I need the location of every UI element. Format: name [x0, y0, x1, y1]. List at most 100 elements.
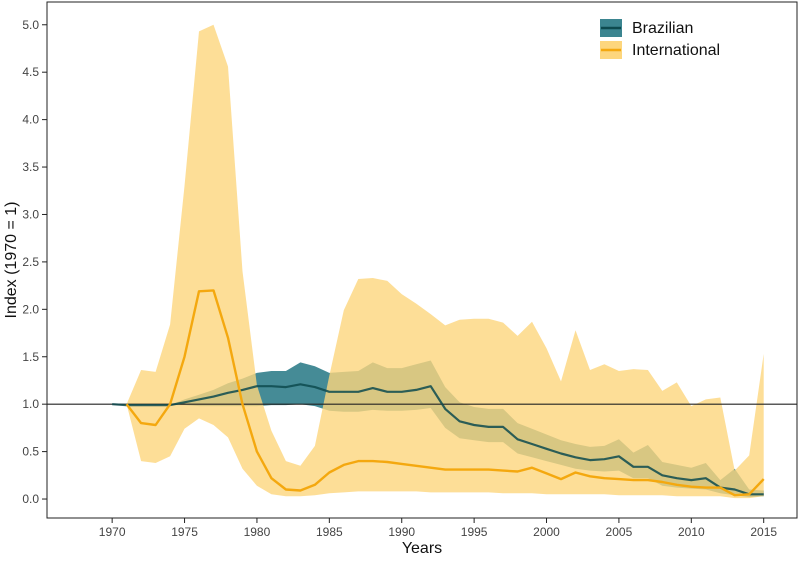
line-international — [125, 289, 765, 497]
y-tick-label: 2.0 — [22, 302, 39, 316]
data-point-brazilian-1988 — [372, 387, 374, 389]
data-point-brazilian-2009 — [676, 477, 678, 479]
x-tick-label: 1985 — [316, 525, 343, 539]
y-tick-label: 2.5 — [22, 255, 39, 269]
data-point-brazilian-1983 — [300, 384, 302, 386]
data-point-brazilian-1995 — [473, 424, 475, 426]
x-tick-label: 2005 — [606, 525, 633, 539]
data-point-brazilian-2008 — [662, 475, 664, 477]
legend-label-brazilian: Brazilian — [632, 20, 693, 37]
data-point-international-2010 — [691, 486, 693, 488]
data-point-international-2008 — [662, 481, 664, 483]
data-point-brazilian-2005 — [618, 456, 620, 458]
data-point-international-1986 — [343, 464, 345, 466]
data-point-brazilian-2004 — [604, 458, 606, 460]
data-point-international-1983 — [300, 490, 302, 492]
data-point-brazilian-2011 — [705, 477, 707, 479]
data-point-international-1979 — [242, 403, 244, 405]
legend: Brazilian International — [600, 19, 720, 59]
data-point-international-2006 — [633, 479, 635, 481]
data-point-international-1978 — [227, 337, 229, 339]
data-point-international-2007 — [647, 479, 649, 481]
data-point-brazilian-1973 — [155, 404, 157, 406]
legend-label-international: International — [632, 42, 720, 59]
data-point-international-1998 — [517, 471, 519, 473]
x-tick-label: 1975 — [171, 525, 198, 539]
x-tick-label: 1995 — [461, 525, 488, 539]
data-point-brazilian-1976 — [198, 399, 200, 401]
data-point-brazilian-1991 — [415, 389, 417, 391]
series-lines — [112, 289, 765, 497]
data-point-international-1994 — [459, 469, 461, 471]
data-point-international-1981 — [271, 477, 273, 479]
data-point-international-2012 — [720, 487, 722, 489]
data-point-international-1989 — [387, 461, 389, 463]
data-point-brazilian-2007 — [647, 466, 649, 468]
data-point-international-1977 — [213, 290, 215, 292]
data-point-international-1974 — [169, 403, 171, 405]
data-point-brazilian-1981 — [271, 385, 273, 387]
data-point-international-2005 — [618, 478, 620, 480]
data-point-international-1987 — [358, 460, 360, 462]
data-point-brazilian-1972 — [140, 404, 142, 406]
data-point-international-1991 — [415, 465, 417, 467]
data-point-international-2009 — [676, 484, 678, 486]
x-tick-label: 1990 — [388, 525, 415, 539]
data-point-brazilian-2010 — [691, 479, 693, 481]
plot-frame — [46, 1, 798, 519]
y-tick-label: 1.5 — [22, 350, 39, 364]
data-point-international-2013 — [734, 494, 736, 496]
y-tick-label: 3.0 — [22, 207, 39, 221]
data-point-brazilian-1989 — [387, 391, 389, 393]
data-point-international-1995 — [473, 469, 475, 471]
x-tick-label: 1980 — [244, 525, 271, 539]
x-tick-label: 2015 — [750, 525, 777, 539]
x-tick-label: 1970 — [99, 525, 126, 539]
band-international — [126, 24, 764, 499]
data-point-international-1972 — [140, 422, 142, 424]
data-point-brazilian-1977 — [213, 396, 215, 398]
data-point-international-2002 — [575, 472, 577, 474]
data-point-brazilian-1997 — [502, 426, 504, 428]
data-point-brazilian-1998 — [517, 439, 519, 441]
data-point-international-1992 — [430, 467, 432, 469]
y-tick-label: 0.5 — [22, 445, 39, 459]
data-point-international-1999 — [531, 467, 533, 469]
data-point-international-1973 — [155, 424, 157, 426]
data-point-international-1996 — [488, 469, 490, 471]
data-point-brazilian-1994 — [459, 421, 461, 423]
data-point-international-1985 — [329, 472, 331, 474]
data-point-international-1984 — [314, 484, 316, 486]
data-point-brazilian-1982 — [285, 386, 287, 388]
data-point-brazilian-1996 — [488, 426, 490, 428]
data-point-brazilian-2015 — [763, 494, 765, 496]
legend-item-international: International — [600, 41, 720, 59]
data-point-brazilian-2013 — [734, 489, 736, 491]
data-point-international-1976 — [198, 291, 200, 293]
x-axis-label: Years — [402, 540, 442, 556]
y-tick-label: 3.5 — [22, 160, 39, 174]
y-axis: 0.0 0.5 1.0 1.5 2.0 2.5 3.0 3.5 4.0 4.5 5.0 — [22, 18, 47, 506]
data-point-international-2015 — [763, 478, 765, 480]
y-tick-label: 4.0 — [22, 113, 39, 127]
data-point-brazilian-1992 — [430, 385, 432, 387]
data-point-international-1980 — [256, 451, 258, 453]
data-point-brazilian-2002 — [575, 457, 577, 459]
data-point-international-2003 — [589, 476, 591, 478]
x-axis: 1970 1975 1980 1985 1990 1995 2000 2005 2010 2015 — [99, 518, 777, 539]
data-point-brazilian-1978 — [227, 392, 229, 394]
data-point-brazilian-1986 — [343, 391, 345, 393]
data-point-international-1975 — [184, 356, 186, 358]
y-tick-label: 1.0 — [22, 397, 39, 411]
x-tick-label: 2000 — [533, 525, 560, 539]
data-point-international-1988 — [372, 460, 374, 462]
data-point-brazilian-1979 — [242, 389, 244, 391]
x-tick-label: 2010 — [678, 525, 705, 539]
data-point-international-1997 — [502, 470, 504, 472]
y-tick-label: 0.0 — [22, 492, 39, 506]
data-point-international-2000 — [546, 473, 548, 475]
data-point-brazilian-1990 — [401, 391, 403, 393]
data-point-international-2004 — [604, 477, 606, 479]
